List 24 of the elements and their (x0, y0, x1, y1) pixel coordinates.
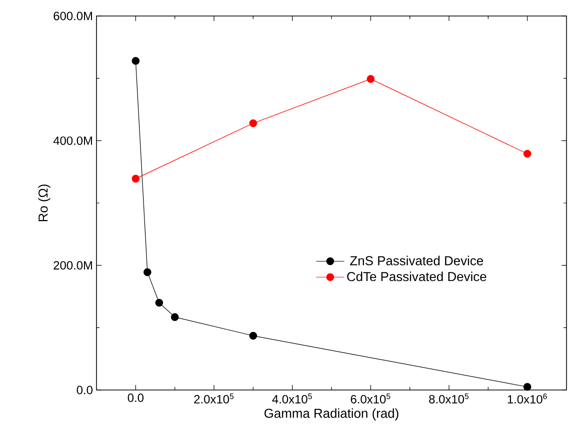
point (132, 174, 140, 183)
y-tick-label: 600.0M (54, 12, 92, 20)
y-tick-label: 200.0M (54, 261, 92, 270)
point (249, 332, 258, 340)
point (132, 56, 140, 65)
x-tick-label: 6.0x10$^{5}$ (350, 394, 390, 404)
point (144, 268, 152, 276)
y-axis-title: Ro (Ω) (38, 184, 50, 222)
x-tick-label: 0.0 (128, 394, 144, 402)
point (523, 150, 532, 158)
x-tick-label: 4.0x10$^{5}$ (272, 394, 312, 404)
y-tick-label: 400.0M (53, 136, 92, 145)
point (170, 313, 179, 321)
point (523, 382, 532, 391)
x-axis-title: Gamma Radiation (rad) (264, 408, 398, 420)
point (366, 75, 375, 83)
legend-label: ZnS Passivated Device (350, 256, 484, 266)
x-tick-label: 1.0x10$^{6}$ (508, 394, 547, 404)
point (249, 119, 258, 128)
x-tick-label: 8.0x10$^{5}$ (429, 394, 469, 404)
x-tick-label: 2.0x10$^{5}$ (194, 394, 234, 404)
point (155, 298, 164, 307)
y-tick-label: 0.0 (76, 386, 93, 394)
legend-label: CdTe Passivated Device (347, 272, 486, 282)
